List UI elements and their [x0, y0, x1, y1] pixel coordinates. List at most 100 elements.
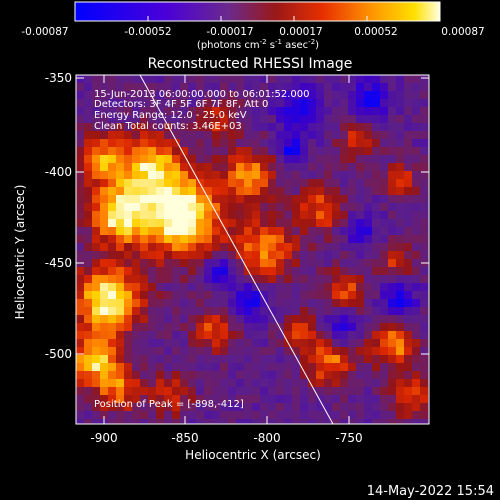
image-pixel [308, 387, 316, 395]
image-pixel [100, 323, 108, 331]
image-pixel [84, 307, 92, 315]
image-pixel [172, 251, 180, 259]
image-pixel [220, 235, 228, 243]
image-pixel [276, 235, 284, 243]
image-pixel [372, 347, 380, 355]
image-pixel [148, 195, 156, 203]
image-pixel [212, 227, 220, 235]
image-pixel [116, 275, 124, 283]
image-pixel [76, 107, 84, 115]
image-pixel [228, 211, 236, 219]
image-pixel [276, 131, 284, 139]
image-pixel [332, 219, 340, 227]
image-pixel [388, 411, 396, 419]
image-pixel [364, 251, 372, 259]
image-pixel [396, 259, 404, 267]
image-pixel [284, 363, 292, 371]
image-pixel [108, 171, 116, 179]
image-pixel [212, 99, 220, 107]
image-pixel [268, 211, 276, 219]
image-pixel [268, 227, 276, 235]
image-pixel [236, 211, 244, 219]
image-pixel [116, 371, 124, 379]
image-pixel [76, 219, 84, 227]
image-pixel [284, 139, 292, 147]
image-pixel [244, 363, 252, 371]
image-pixel [84, 203, 92, 211]
image-pixel [388, 259, 396, 267]
image-pixel [212, 203, 220, 211]
image-pixel [212, 243, 220, 251]
image-pixel [236, 403, 244, 411]
image-pixel [316, 219, 324, 227]
image-pixel [252, 83, 260, 91]
image-pixel [236, 187, 244, 195]
image-pixel [180, 147, 188, 155]
image-pixel [388, 419, 396, 424]
image-pixel [84, 115, 92, 123]
image-pixel [164, 347, 172, 355]
image-pixel [300, 379, 308, 387]
image-pixel [300, 203, 308, 211]
image-pixel [324, 107, 332, 115]
image-pixel [332, 355, 340, 363]
image-pixel [340, 291, 348, 299]
image-pixel [412, 363, 420, 371]
image-pixel [276, 147, 284, 155]
image-pixel [308, 203, 316, 211]
image-pixel [164, 187, 172, 195]
image-pixel [212, 147, 220, 155]
image-pixel [92, 227, 100, 235]
info-total-counts: Clean Total counts: 3.46E+03 [94, 121, 242, 132]
info-text: 15-Jun-2013 06:00:00.000 to 06:01:52.000… [94, 89, 310, 410]
image-pixel [340, 131, 348, 139]
image-pixel [204, 339, 212, 347]
image-pixel [164, 243, 172, 251]
image-pixel [372, 267, 380, 275]
image-pixel [268, 171, 276, 179]
image-pixel [148, 179, 156, 187]
image-pixel [212, 91, 220, 99]
image-pixel [388, 251, 396, 259]
image-pixel [124, 275, 132, 283]
image-pixel [76, 251, 84, 259]
image-pixel [172, 227, 180, 235]
image-pixel [412, 387, 420, 395]
image-pixel [356, 379, 364, 387]
image-pixel [148, 291, 156, 299]
image-pixel [108, 395, 116, 403]
image-pixel [324, 339, 332, 347]
image-pixel [340, 347, 348, 355]
image-pixel [252, 411, 260, 419]
image-pixel [76, 123, 84, 131]
image-pixel [252, 419, 260, 424]
image-pixel [260, 179, 268, 187]
image-pixel [372, 211, 380, 219]
image-pixel [252, 259, 260, 267]
image-pixel [204, 323, 212, 331]
image-pixel [220, 347, 228, 355]
image-pixel [180, 75, 188, 83]
image-pixel [164, 99, 172, 107]
image-pixel [332, 419, 340, 424]
image-pixel [388, 307, 396, 315]
image-pixel [156, 299, 164, 307]
image-pixel [172, 387, 180, 395]
image-pixel [116, 83, 124, 91]
image-pixel [292, 411, 300, 419]
image-pixel [308, 171, 316, 179]
image-pixel [412, 99, 420, 107]
image-pixel [396, 203, 404, 211]
image-pixel [116, 219, 124, 227]
image-pixel [380, 315, 388, 323]
image-pixel [388, 355, 396, 363]
image-pixel [412, 291, 420, 299]
image-pixel [356, 275, 364, 283]
image-pixel [148, 283, 156, 291]
image-pixel [340, 323, 348, 331]
image-pixel [252, 75, 260, 83]
image-pixel [124, 139, 132, 147]
image-pixel [84, 355, 92, 363]
solar-limb [139, 75, 334, 424]
image-pixel [244, 219, 252, 227]
